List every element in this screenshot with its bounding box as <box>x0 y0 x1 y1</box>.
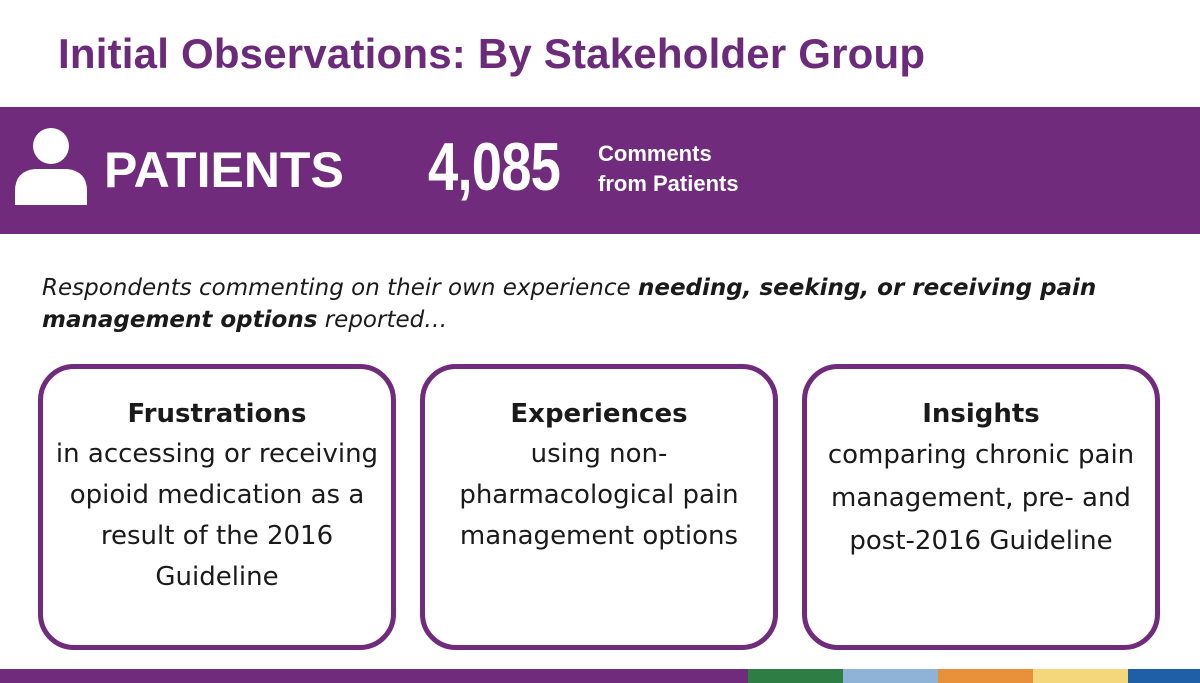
comment-count: 4,085 <box>428 129 561 205</box>
stripe-segment <box>938 669 1033 683</box>
intro-after: reported… <box>317 307 448 333</box>
card-experiences: Experiences using non-pharmacological pa… <box>420 364 778 650</box>
card-insights: Insights comparing chronic pain manageme… <box>802 364 1160 650</box>
intro-before: Respondents commenting on their own expe… <box>42 275 638 301</box>
stripe-segment <box>0 669 748 683</box>
comment-count-caption: Comments from Patients <box>598 139 739 199</box>
intro-text: Respondents commenting on their own expe… <box>42 272 1162 336</box>
caption-line-1: Comments <box>598 141 712 166</box>
card-heading: Frustrations <box>127 399 307 429</box>
caption-line-2: from Patients <box>598 171 739 196</box>
card-body: in accessing or receiving opioid medicat… <box>55 439 379 592</box>
intro-emphasis: needing, seeking, or receiving pain mana… <box>42 275 1097 333</box>
card-heading: Experiences <box>510 399 688 429</box>
stripe-segment <box>843 669 938 683</box>
stakeholder-banner <box>0 107 1200 234</box>
person-icon <box>15 128 87 205</box>
card-body: comparing chronic pain management, pre- … <box>827 440 1135 556</box>
stripe-segment <box>748 669 843 683</box>
stripe-segment <box>1128 669 1200 683</box>
card-heading: Insights <box>922 399 1040 429</box>
stripe-segment <box>1033 669 1128 683</box>
stakeholder-label: PATIENTS <box>104 142 344 198</box>
card-body: using non-pharmacological pain managemen… <box>459 439 739 551</box>
card-frustrations: Frustrations in accessing or receiving o… <box>38 364 396 650</box>
page-title: Initial Observations: By Stakeholder Gro… <box>58 30 926 77</box>
